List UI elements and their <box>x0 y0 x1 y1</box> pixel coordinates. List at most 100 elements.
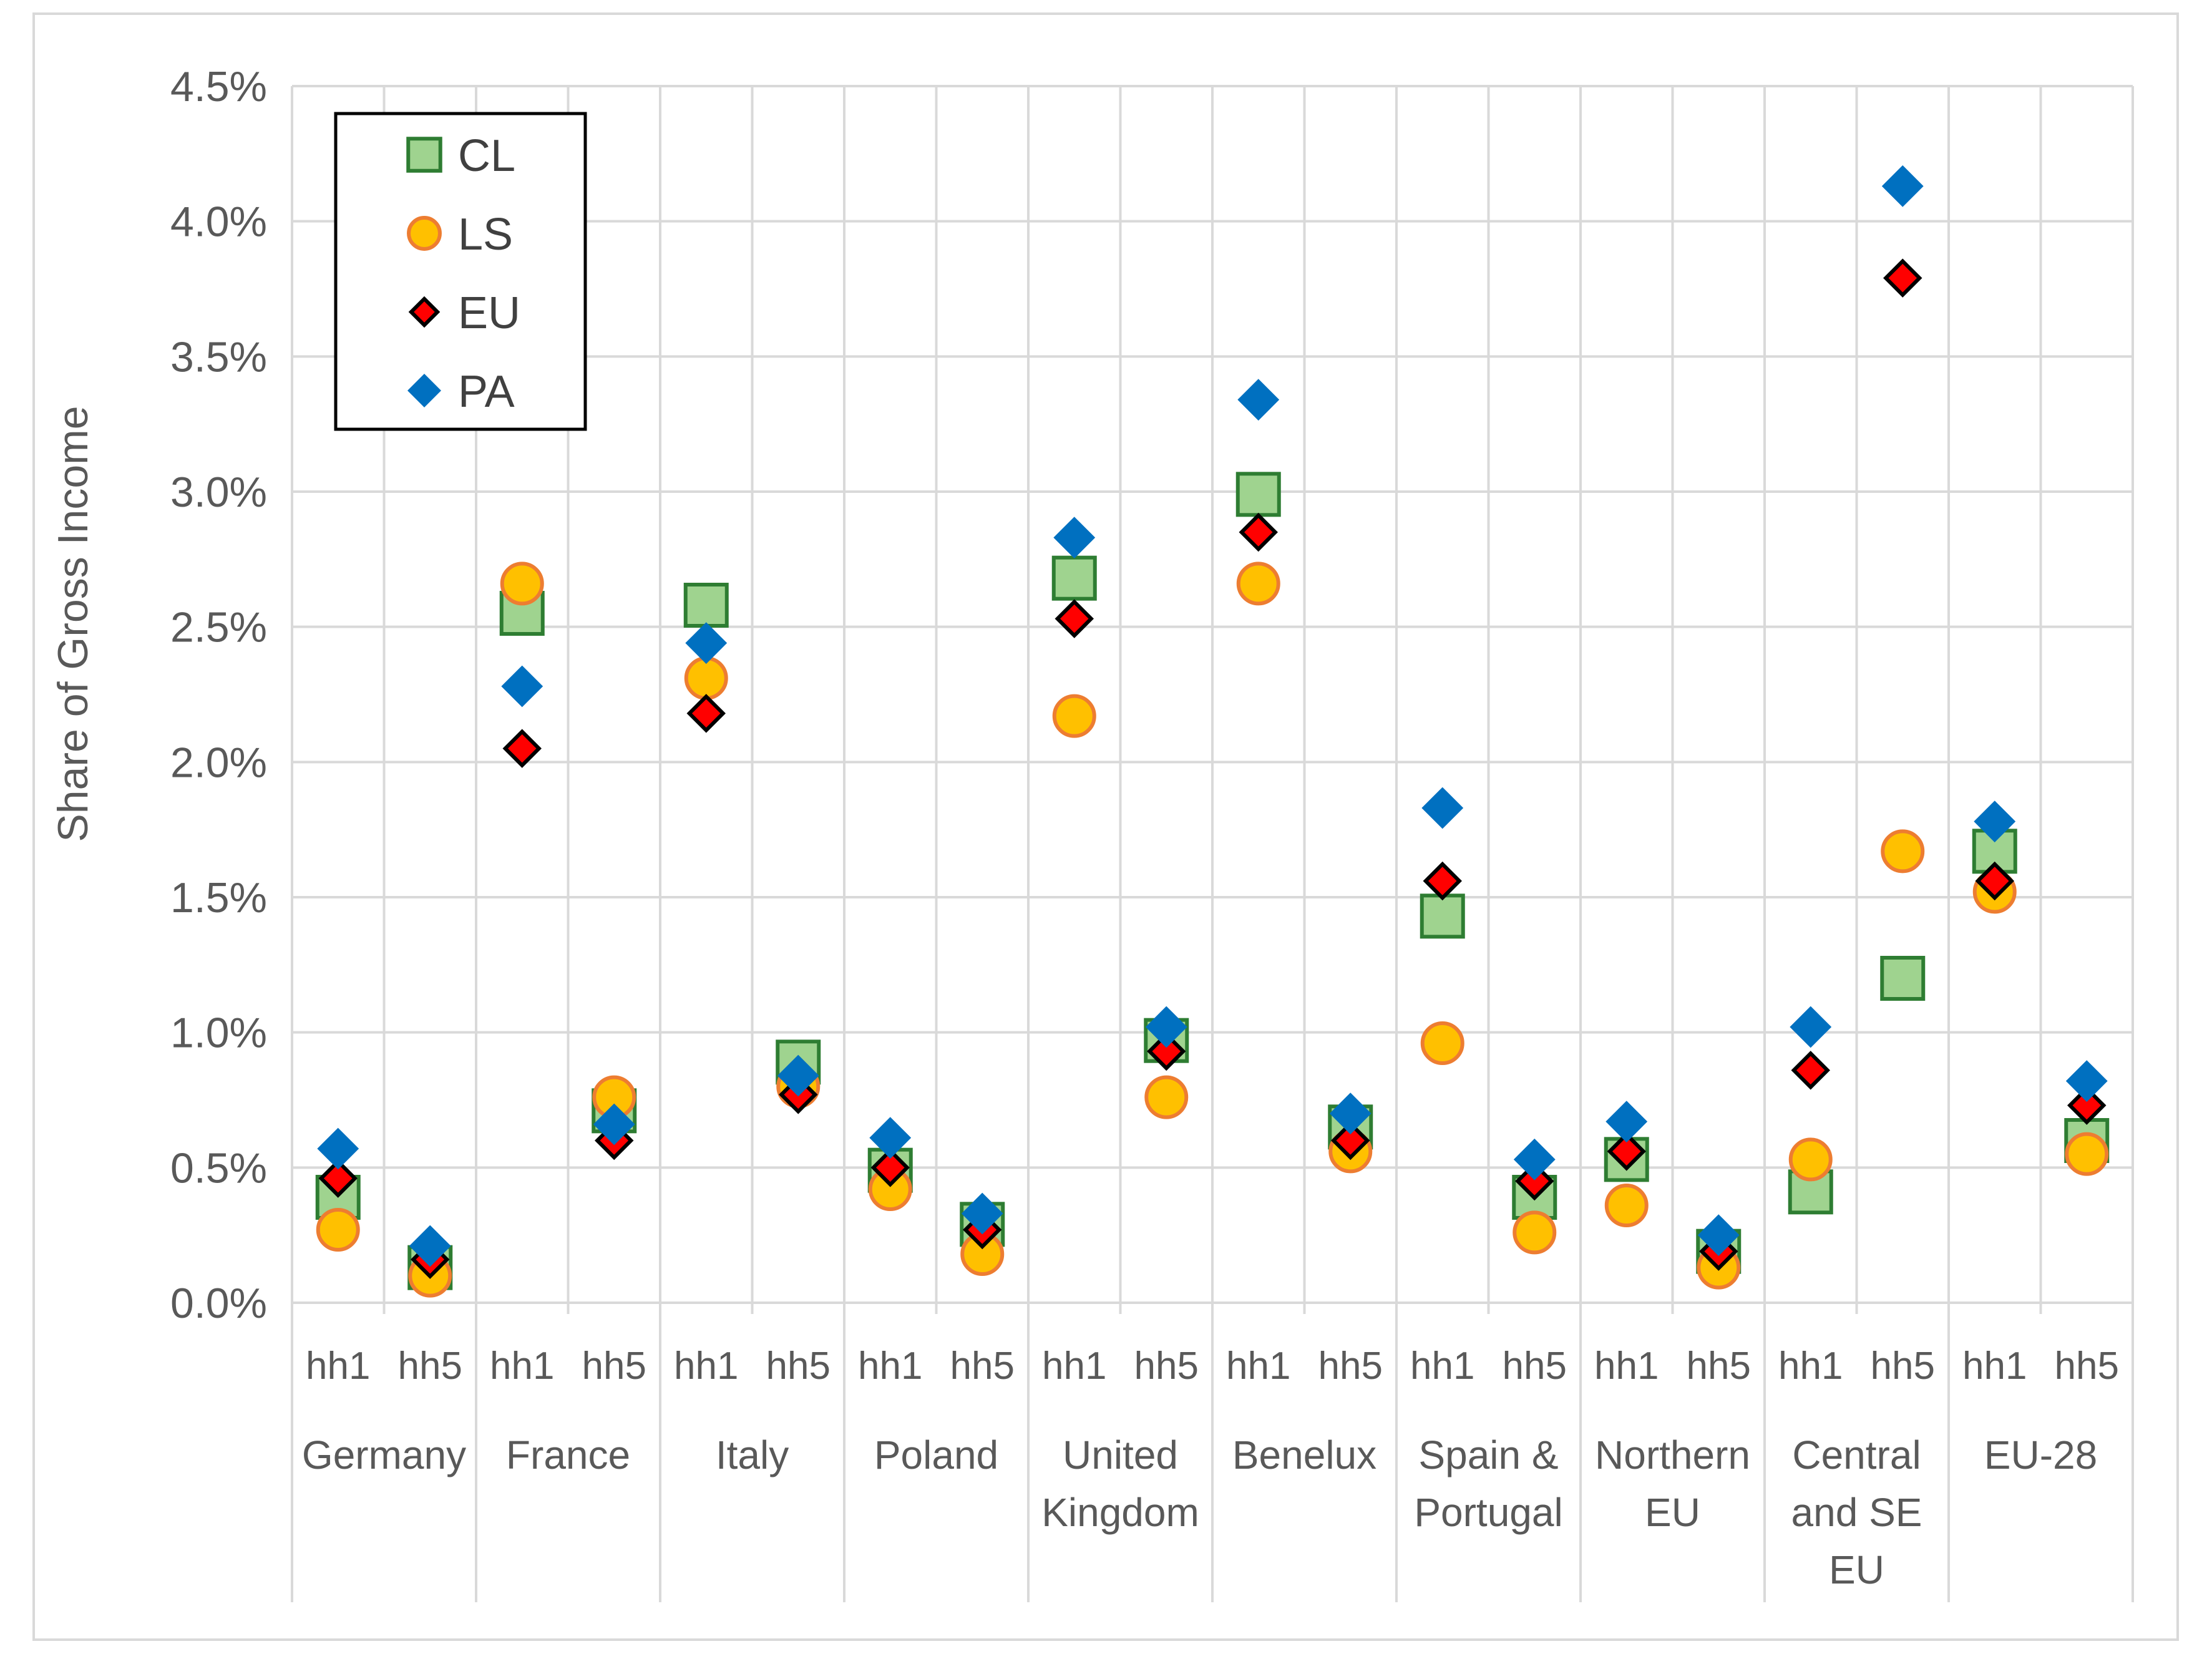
point-ls <box>1604 1184 1649 1227</box>
point-cl <box>1235 472 1281 517</box>
point-cl <box>1880 956 1926 1001</box>
point-eu <box>1423 861 1462 901</box>
legend-marker-eu <box>408 296 441 328</box>
y-tick-label: 4.5% <box>170 63 267 110</box>
point-pa <box>1421 787 1464 829</box>
point-ls <box>1420 1021 1464 1065</box>
x-category-label: hh5 <box>1871 1345 1935 1388</box>
point-ls <box>1881 829 1925 873</box>
x-category-label: hh5 <box>2055 1345 2119 1388</box>
point-pa <box>317 1127 359 1170</box>
point-pa <box>501 665 543 708</box>
x-group-label: Kingdom <box>1041 1490 1199 1535</box>
y-tick-label: 0.0% <box>170 1280 267 1327</box>
y-tick-label: 2.0% <box>170 739 267 786</box>
point-eu <box>1883 258 1922 298</box>
legend-marker-pa <box>407 374 441 407</box>
legend-label-eu: EU <box>458 288 520 338</box>
legend-marker-cl <box>406 137 442 173</box>
point-pa <box>1605 1101 1648 1143</box>
point-eu <box>318 1159 358 1198</box>
x-category-label: hh1 <box>490 1345 554 1388</box>
point-eu <box>1791 1051 1830 1090</box>
point-eu <box>1239 512 1278 552</box>
point-eu <box>1147 1031 1186 1071</box>
x-group-label: Central <box>1792 1433 1921 1477</box>
point-cl <box>1051 555 1097 601</box>
x-group-label: Northern <box>1595 1433 1750 1477</box>
point-pa <box>777 1054 819 1097</box>
point-eu <box>502 729 542 768</box>
point-pa <box>1513 1138 1556 1180</box>
point-pa <box>1790 1006 1832 1048</box>
x-category-label: hh1 <box>1778 1345 1843 1388</box>
marker-layer <box>315 165 2110 1298</box>
y-tick-label: 4.0% <box>170 198 267 246</box>
point-eu <box>1607 1132 1646 1171</box>
point-pa <box>961 1192 1003 1235</box>
x-group-label: EU <box>1829 1547 1884 1592</box>
point-eu <box>1055 599 1094 638</box>
x-category-label: hh5 <box>950 1345 1015 1388</box>
point-cl <box>1420 893 1465 939</box>
x-group-label: Germany <box>302 1433 466 1477</box>
y-tick-label: 1.0% <box>170 1010 267 1057</box>
point-pa <box>409 1225 451 1267</box>
point-pa <box>1697 1214 1740 1257</box>
x-group-label: EU-28 <box>1984 1433 2097 1477</box>
point-pa <box>1237 379 1280 421</box>
point-pa <box>1881 165 1924 207</box>
point-ls <box>500 562 544 606</box>
point-ls <box>1788 1137 1833 1182</box>
point-pa <box>1145 1006 1187 1048</box>
x-category-label: hh5 <box>1134 1345 1199 1388</box>
y-tick-label: 3.0% <box>170 469 267 516</box>
x-category-label: hh1 <box>306 1345 370 1388</box>
x-category-label: hh5 <box>582 1345 646 1388</box>
legend-label-cl: CL <box>458 131 515 181</box>
point-ls <box>684 656 728 700</box>
point-ls <box>316 1208 360 1252</box>
series-pa <box>317 165 2108 1267</box>
point-pa <box>685 622 728 664</box>
legend-marker-ls <box>407 216 442 251</box>
x-category-label: hh1 <box>1226 1345 1290 1388</box>
x-group-label: Spain & <box>1418 1433 1558 1477</box>
x-category-label: hh5 <box>766 1345 831 1388</box>
point-eu <box>2067 1086 2107 1125</box>
tick-layer: 0.0% 0.5% 1.0% 1.5% 2.0% 2.5% 3.0% 3.5% 4.0% 4.5%… <box>170 63 2119 1592</box>
x-group-label: United <box>1063 1433 1178 1477</box>
point-ls <box>1052 694 1096 738</box>
point-ls <box>1513 1210 1557 1255</box>
x-group-label: Poland <box>874 1433 998 1477</box>
x-category-label: hh1 <box>1410 1345 1474 1388</box>
series-eu <box>318 258 2107 1279</box>
y-axis-title: Share of Gross Income <box>49 406 97 842</box>
x-category-label: hh5 <box>398 1345 462 1388</box>
x-category-label: hh1 <box>674 1345 738 1388</box>
y-tick-label: 0.5% <box>170 1144 267 1192</box>
x-category-label: hh5 <box>1318 1345 1383 1388</box>
point-eu <box>686 694 726 733</box>
point-ls <box>2065 1132 2109 1176</box>
point-pa <box>1053 517 1096 559</box>
point-eu <box>1331 1121 1370 1161</box>
point-cl <box>683 583 729 628</box>
point-ls <box>1144 1075 1189 1119</box>
x-category-label: hh1 <box>1594 1345 1659 1388</box>
x-group-label: and SE <box>1791 1490 1922 1535</box>
legend-box <box>334 112 587 431</box>
y-tick-label: 1.5% <box>170 874 267 922</box>
legend-label-pa: PA <box>458 367 515 417</box>
legend-label-ls: LS <box>458 210 513 260</box>
x-group-label: Benelux <box>1232 1433 1376 1477</box>
point-pa <box>593 1103 635 1146</box>
x-group-label: France <box>506 1433 630 1477</box>
axis-label-layer: Share of Gross Income <box>49 406 97 842</box>
x-category-label: hh1 <box>1042 1345 1106 1388</box>
point-eu <box>870 1148 910 1187</box>
x-group-label: EU <box>1645 1490 1700 1535</box>
point-pa <box>869 1117 912 1159</box>
legend: CL LS EU PA <box>334 112 587 431</box>
